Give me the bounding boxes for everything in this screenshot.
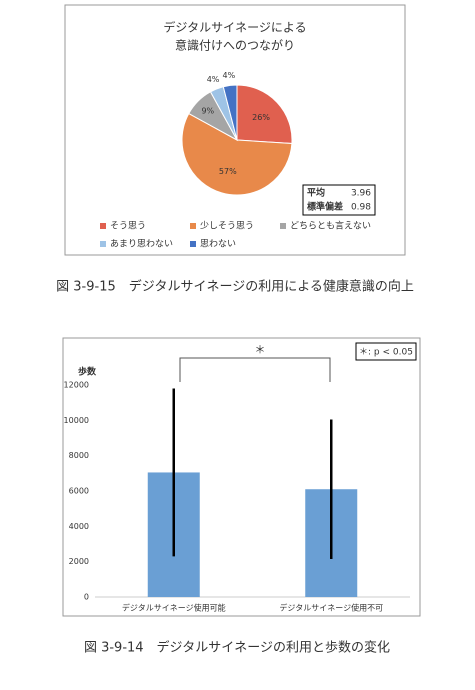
chart-title: デジタルサイネージによる: [163, 20, 306, 35]
data-label: 4%: [223, 71, 236, 80]
significance-bracket: [179, 357, 331, 382]
data-label: 4%: [207, 75, 220, 84]
data-label: 57%: [219, 167, 237, 176]
legend-swatch: [280, 223, 286, 229]
stat-label: 標準偏差: [307, 201, 343, 213]
y-tick-label: 8000: [69, 451, 89, 460]
y-tick-label: 10000: [64, 416, 89, 425]
significance-box: [355, 342, 417, 361]
annotation: ＊: [255, 343, 266, 356]
data-label: 9%: [201, 106, 214, 115]
significance-note: ＊: p < 0.05: [359, 348, 413, 358]
y-tick-label: 4000: [69, 522, 89, 531]
pie-slice: [181, 112, 293, 196]
stat-label: 平均: [307, 187, 325, 199]
legend-label: どちらとも言えない: [290, 220, 371, 232]
y-tick-label: 6000: [69, 487, 89, 496]
legend-label: 思わない: [200, 239, 236, 250]
legend-label: 少しそう思う: [200, 221, 254, 232]
x-tick-label: デジタルサイネージ使用不可: [279, 603, 383, 613]
stats-box: [302, 184, 376, 216]
legend-swatch: [100, 241, 106, 247]
y-tick-label: 12000: [64, 381, 89, 390]
stat-value: 3.96: [351, 189, 371, 199]
legend-swatch: [190, 223, 196, 229]
y-tick-label: 0: [84, 593, 89, 602]
legend-label: そう思う: [110, 221, 146, 232]
caption: 図 3-9-15 デジタルサイネージの利用による健康意識の向上: [56, 279, 414, 295]
pie-slice: [222, 84, 238, 141]
x-tick-label: デジタルサイネージ使用可能: [122, 603, 226, 613]
stat-value: 0.98: [351, 203, 371, 213]
legend-swatch: [100, 223, 106, 229]
caption: 図 3-9-14 デジタルサイネージの利用と歩数の変化: [84, 640, 390, 656]
chart-title: 意識付けへのつながり: [175, 38, 295, 53]
chart-frame: [62, 337, 421, 617]
y-tick-label: 2000: [69, 557, 89, 566]
y-axis-label: 歩数: [78, 366, 97, 378]
legend-swatch: [190, 241, 196, 247]
pie-slice: [236, 84, 293, 144]
legend-label: あまり思わない: [110, 239, 173, 250]
data-label: 26%: [252, 113, 270, 122]
